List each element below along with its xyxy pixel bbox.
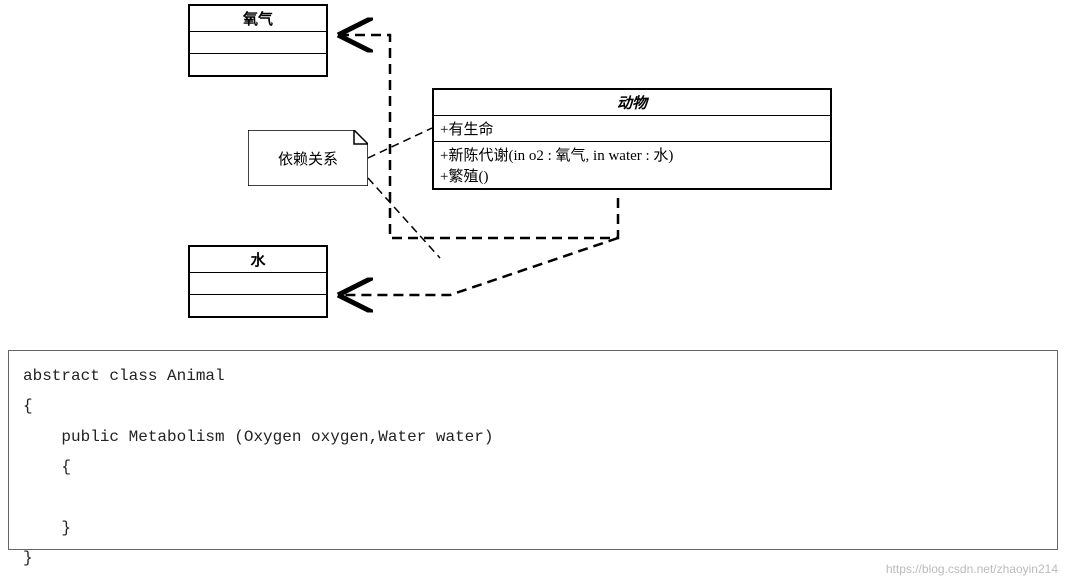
note-dependency: 依赖关系 [248, 130, 368, 186]
code-line-0: abstract class Animal [23, 367, 225, 385]
uml-diagram: 氧气 水 动物 +有生命 +新陈代谢(in o2 : 氧气, in water … [0, 0, 1066, 340]
class-water-ops [190, 295, 326, 316]
class-animal-ops: +新陈代谢(in o2 : 氧气, in water : 水) +繁殖() [434, 142, 830, 188]
note-anchor-2 [368, 178, 440, 258]
edge-animal-water [338, 238, 618, 295]
note-text: 依赖关系 [248, 130, 368, 169]
class-oxygen: 氧气 [188, 4, 328, 77]
code-line-2: public Metabolism (Oxygen oxygen,Water w… [23, 428, 493, 446]
class-animal-title: 动物 [434, 90, 830, 116]
class-oxygen-title: 氧气 [190, 6, 326, 32]
code-block: abstract class Animal { public Metabolis… [8, 350, 1058, 550]
note-anchor-1 [368, 128, 432, 158]
op-metabolism: +新陈代谢(in o2 : 氧气, in water : 水) [440, 144, 824, 165]
code-line-1: { [23, 397, 33, 415]
class-oxygen-attrs [190, 32, 326, 54]
code-line-5: } [23, 519, 71, 537]
class-water-attrs [190, 273, 326, 295]
class-water-title: 水 [190, 247, 326, 273]
code-line-3: { [23, 458, 71, 476]
op-reproduce: +繁殖() [440, 165, 824, 186]
class-animal: 动物 +有生命 +新陈代谢(in o2 : 氧气, in water : 水) … [432, 88, 832, 190]
watermark: https://blog.csdn.net/zhaoyin214 [886, 562, 1058, 576]
class-oxygen-ops [190, 54, 326, 75]
code-line-6: } [23, 549, 33, 567]
class-water: 水 [188, 245, 328, 318]
class-animal-attrs: +有生命 [434, 116, 830, 142]
